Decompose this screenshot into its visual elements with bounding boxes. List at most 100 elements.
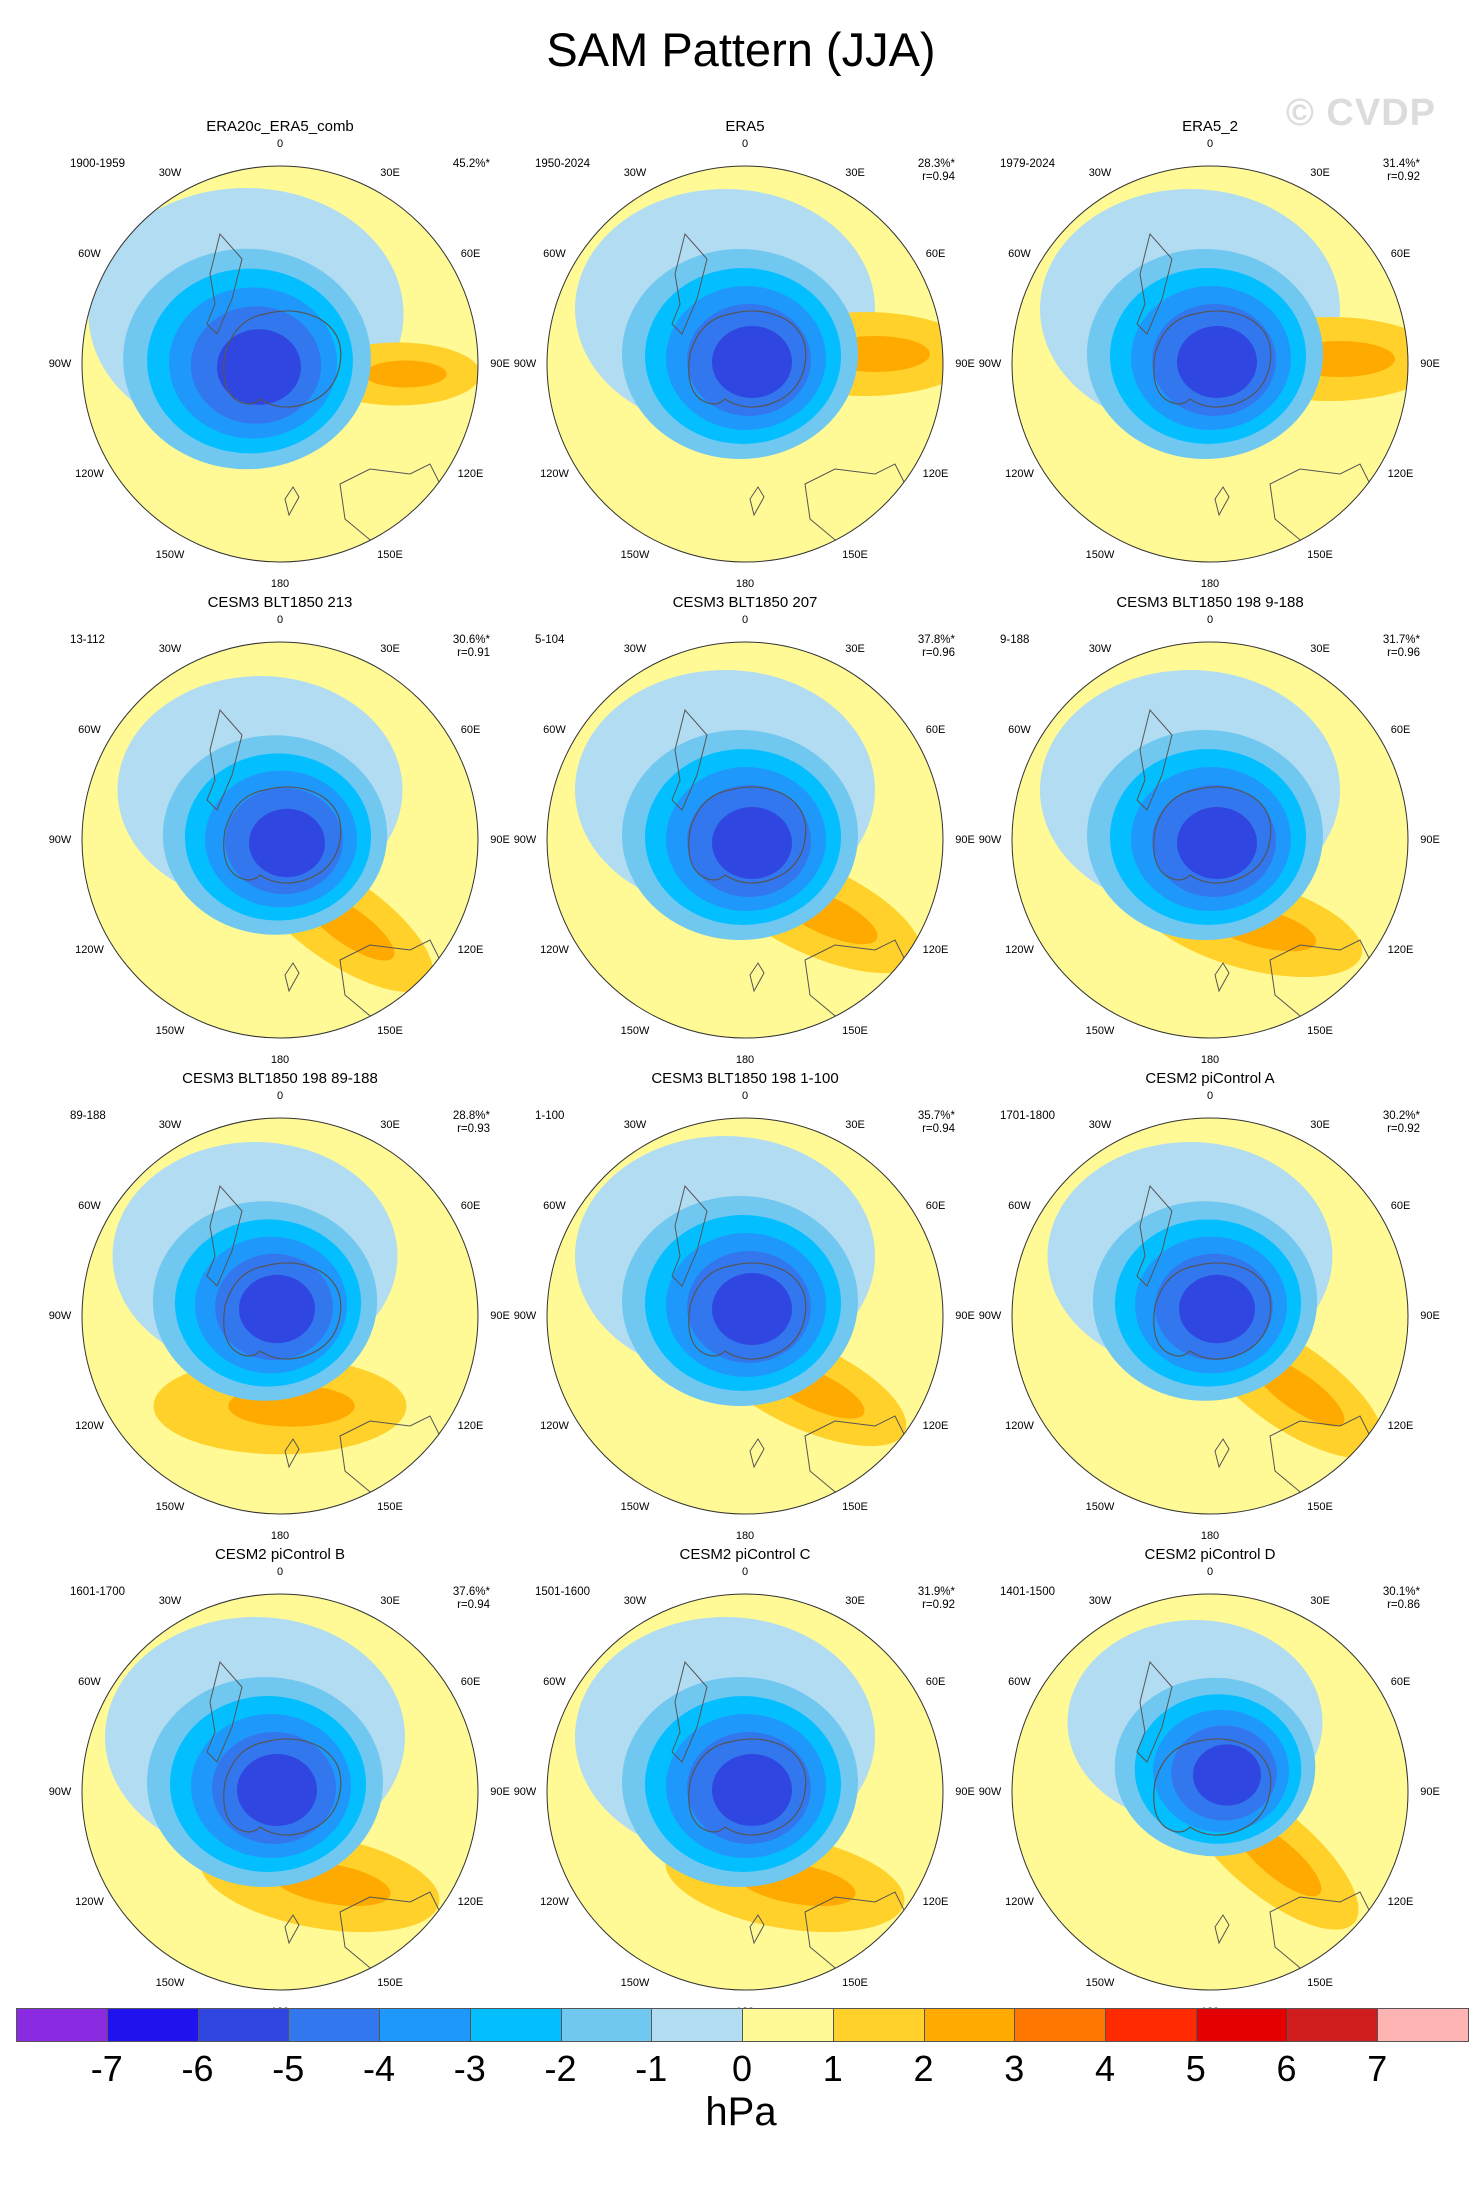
longitude-label: 120W: [1005, 1420, 1034, 1432]
longitude-label: 120E: [922, 1896, 949, 1908]
longitude-label: 90E: [1420, 1310, 1440, 1322]
colorbar-swatch: [923, 2008, 1016, 2042]
variance-explained: 30.1%*: [1382, 1586, 1420, 1598]
contour-neg-6: [249, 808, 325, 878]
colorbar-tick-label: 2: [913, 2048, 934, 2089]
longitude-label: 0: [276, 138, 284, 150]
panel-period: 1-100: [535, 1110, 565, 1122]
longitude-label: 30W: [1088, 167, 1112, 180]
antarctica-coastline: [223, 1738, 342, 1836]
colorbar-swatch: [16, 2008, 108, 2042]
colorbar-tick-label: 1: [822, 2048, 843, 2089]
longitude-label: 60W: [78, 1676, 101, 1688]
panel-period: 5-104: [535, 634, 565, 646]
panel-title: CESM3 BLT1850 198 9-188: [1116, 594, 1304, 611]
panel-stats: 35.7%* r=0.94: [918, 1110, 955, 1136]
south-america-coastline: [206, 708, 243, 811]
south-america-coastline: [671, 1184, 708, 1287]
map-panel: ERA5_2 1979-2024 31.4%* r=0.92 0 30E 60E 90E 120…: [978, 118, 1440, 594]
longitude-label: 120W: [540, 1420, 569, 1432]
longitude-label: 90W: [978, 358, 1002, 370]
colorbar-swatch: [469, 2008, 562, 2042]
map-panel: CESM3 BLT1850 198 1-100 1-100 35.7%* r=0.94…: [514, 1070, 975, 1546]
map-panel: CESM3 BLT1850 213 13-112 30.6%* r=0.91 0 30E 6…: [49, 594, 510, 1070]
longitude-label: 30W: [623, 1595, 647, 1608]
longitude-label: 30W: [1088, 643, 1112, 656]
page-title: SAM Pattern (JJA): [546, 23, 936, 76]
panel-period: 13-112: [70, 634, 105, 646]
south-america-coastline: [671, 232, 708, 335]
south-america-coastline: [671, 708, 708, 811]
colorbar-swatch: [560, 2008, 653, 2042]
map-border: [1011, 1593, 1409, 1991]
colorbar-swatch: [1105, 2008, 1197, 2042]
colorbar-tick-label: -1: [635, 2048, 668, 2089]
longitude-label: 120W: [75, 468, 104, 480]
longitude-label: 150E: [1307, 548, 1333, 561]
panel-title: CESM2 piControl A: [1145, 1070, 1275, 1087]
longitude-label: 180: [735, 1530, 755, 1542]
longitude-label: 150W: [155, 1024, 185, 1037]
contour-neg-6: [712, 807, 792, 879]
colorbar-swatch: [1377, 2008, 1469, 2042]
longitude-label: 0: [276, 1566, 284, 1578]
new-zealand-coastline: [1214, 1438, 1230, 1469]
new-zealand-coastline: [284, 1438, 300, 1469]
longitude-label: 90W: [513, 358, 537, 370]
new-zealand-coastline: [1214, 962, 1230, 993]
colorbar-swatch: [832, 2008, 925, 2042]
panel-title: ERA20c_ERA5_comb: [206, 118, 354, 135]
map-border: [81, 165, 479, 563]
colorbar-tick-label: 7: [1367, 2048, 1388, 2089]
longitude-label: 0: [1206, 1566, 1214, 1578]
longitude-label: 180: [735, 578, 755, 590]
colorbar-tick-label: 3: [1004, 2048, 1025, 2089]
longitude-label: 30W: [623, 643, 647, 656]
panel-period: 1601-1700: [70, 1586, 125, 1598]
variance-explained: 30.6%*: [452, 634, 490, 646]
longitude-label: 30E: [380, 1595, 400, 1608]
contour-neg-6: [712, 1754, 792, 1826]
colorbar-tick-label: 0: [731, 2048, 753, 2089]
longitude-label: 150W: [1085, 1976, 1115, 1989]
longitude-label: 30W: [1088, 1595, 1112, 1608]
longitude-label: 180: [270, 578, 290, 590]
map-panel: CESM3 BLT1850 207 5-104 37.8%* r=0.96 0 30E 60…: [513, 594, 975, 1070]
panel-period: 9-188: [1000, 634, 1030, 646]
antarctica-coastline: [223, 310, 342, 408]
antarctica-coastline: [223, 786, 342, 884]
antarctica-coastline: [1153, 1738, 1272, 1836]
longitude-label: 120E: [457, 1420, 484, 1432]
longitude-label: 60W: [78, 248, 101, 260]
longitude-label: 60W: [1008, 248, 1031, 260]
longitude-label: 30E: [845, 643, 865, 656]
panel-title: CESM3 BLT1850 198 89-188: [182, 1070, 378, 1087]
longitude-label: 150W: [620, 1024, 650, 1037]
variance-explained: 31.7%*: [1382, 634, 1420, 646]
panel-stats: 30.2%* r=0.92: [1383, 1110, 1420, 1136]
longitude-label: 90W: [513, 834, 537, 846]
panel-period: 1401-1500: [1000, 1586, 1055, 1598]
panel-title: ERA5: [725, 118, 765, 135]
longitude-label: 90E: [955, 834, 975, 846]
longitude-label: 150W: [620, 548, 650, 561]
colorbar-swatch: [1195, 2008, 1288, 2042]
pattern-correlation: r=0.94: [457, 1599, 490, 1611]
contour-2: [364, 360, 447, 388]
pattern-correlation: r=0.94: [922, 171, 955, 183]
map-border: [81, 1117, 479, 1515]
longitude-label: 120E: [922, 468, 949, 480]
longitude-label: 120E: [457, 944, 484, 956]
longitude-label: 60E: [925, 1676, 946, 1688]
polar-map: [546, 165, 944, 563]
map-border: [1011, 641, 1409, 1039]
contour-neg-6: [217, 329, 301, 405]
panel-stats: 37.8%* r=0.96: [918, 634, 955, 660]
panel-title: CESM2 piControl D: [1144, 1546, 1276, 1563]
colorbar-swatch: [288, 2008, 380, 2042]
longitude-label: 120W: [540, 1896, 569, 1908]
panel-title: CESM3 BLT1850 207: [672, 594, 818, 611]
longitude-label: 150E: [377, 1500, 403, 1513]
panel-title: CESM2 piControl C: [679, 1546, 811, 1563]
colorbar-swatch: [651, 2008, 743, 2042]
